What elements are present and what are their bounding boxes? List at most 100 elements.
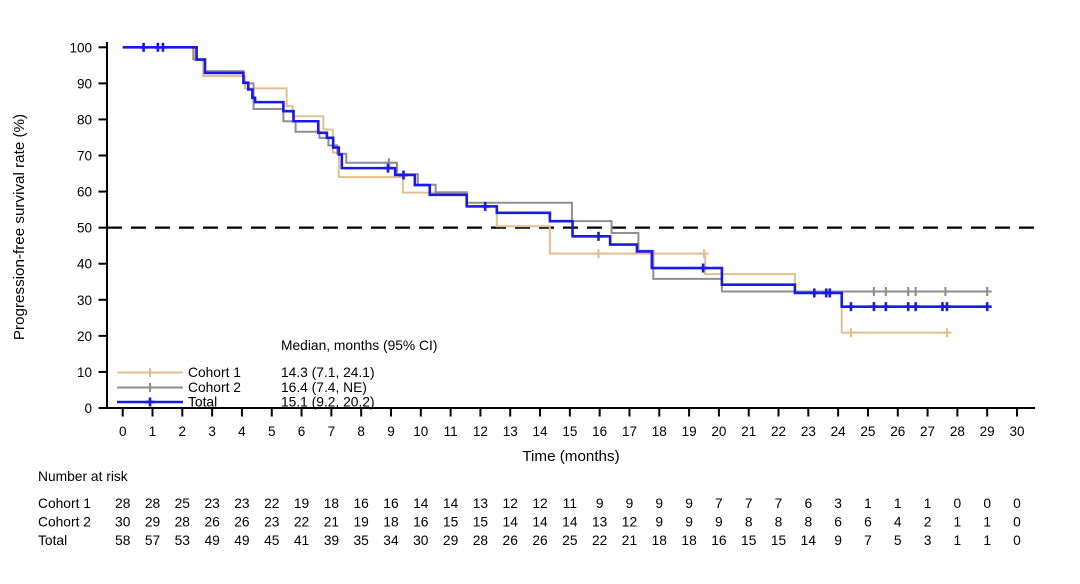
at-risk-count: 9 bbox=[655, 515, 663, 530]
at-risk-count: 7 bbox=[775, 496, 783, 511]
x-tick-label: 10 bbox=[413, 424, 428, 439]
legend-header: Median, months (95% CI) bbox=[281, 338, 437, 353]
at-risk-count: 18 bbox=[383, 515, 399, 530]
at-risk-count: 0 bbox=[954, 496, 962, 511]
at-risk-count: 23 bbox=[264, 515, 280, 530]
at-risk-row-label: Cohort 1 bbox=[38, 496, 91, 511]
x-tick-label: 21 bbox=[741, 424, 756, 439]
series-path-total bbox=[122, 46, 988, 308]
at-risk-count: 1 bbox=[864, 496, 872, 511]
at-risk-count: 9 bbox=[715, 515, 723, 530]
x-tick-label: 12 bbox=[473, 424, 488, 439]
x-tick-label: 0 bbox=[119, 424, 127, 439]
at-risk-count: 35 bbox=[354, 533, 370, 548]
x-tick-label: 23 bbox=[801, 424, 816, 439]
at-risk-count: 1 bbox=[924, 496, 932, 511]
at-risk-count: 7 bbox=[715, 496, 723, 511]
at-risk-count: 13 bbox=[592, 515, 608, 530]
at-risk-count: 29 bbox=[443, 533, 459, 548]
at-risk-count: 8 bbox=[775, 515, 783, 530]
at-risk-count: 1 bbox=[894, 496, 902, 511]
at-risk-count: 34 bbox=[383, 533, 399, 548]
legend-median-value: 16.4 (7.4, NE) bbox=[281, 380, 367, 395]
y-tick-label: 30 bbox=[77, 293, 92, 308]
x-axis-label: Time (months) bbox=[522, 448, 619, 465]
at-risk-count: 16 bbox=[413, 515, 429, 530]
at-risk-count: 18 bbox=[652, 533, 668, 548]
at-risk-count: 7 bbox=[745, 496, 753, 511]
at-risk-count: 39 bbox=[324, 533, 340, 548]
x-tick-label: 4 bbox=[238, 424, 246, 439]
at-risk-count: 3 bbox=[924, 533, 932, 548]
x-tick-label: 3 bbox=[208, 424, 216, 439]
x-tick-label: 16 bbox=[592, 424, 607, 439]
at-risk-count: 5 bbox=[894, 533, 902, 548]
at-risk-count: 22 bbox=[592, 533, 607, 548]
at-risk-count: 21 bbox=[324, 515, 339, 530]
at-risk-count: 16 bbox=[354, 496, 370, 511]
at-risk-count: 28 bbox=[175, 515, 191, 530]
x-tick-label: 5 bbox=[268, 424, 276, 439]
at-risk-count: 1 bbox=[954, 533, 962, 548]
at-risk-count: 19 bbox=[294, 496, 310, 511]
at-risk-count: 22 bbox=[264, 496, 279, 511]
x-tick-label: 27 bbox=[920, 424, 935, 439]
legend-median-value: 14.3 (7.1, 24.1) bbox=[281, 365, 375, 380]
at-risk-count: 6 bbox=[834, 515, 842, 530]
x-tick-label: 14 bbox=[533, 424, 549, 439]
y-axis-label: Progression-free survival rate (%) bbox=[11, 114, 28, 340]
legend-entry-label: Total bbox=[188, 395, 217, 410]
series-path-cohort-1 bbox=[122, 46, 947, 334]
at-risk-count: 0 bbox=[1013, 515, 1021, 530]
at-risk-count: 15 bbox=[443, 515, 459, 530]
at-risk-count: 26 bbox=[532, 533, 548, 548]
at-risk-count: 22 bbox=[294, 515, 309, 530]
x-tick-label: 6 bbox=[298, 424, 306, 439]
at-risk-count: 9 bbox=[596, 496, 604, 511]
at-risk-count: 3 bbox=[834, 496, 842, 511]
at-risk-count: 41 bbox=[294, 533, 309, 548]
at-risk-count: 14 bbox=[503, 515, 519, 530]
y-tick-label: 20 bbox=[77, 329, 92, 344]
at-risk-count: 15 bbox=[771, 533, 787, 548]
at-risk-count: 0 bbox=[1013, 496, 1021, 511]
at-risk-count: 9 bbox=[626, 496, 634, 511]
x-tick-label: 18 bbox=[652, 424, 667, 439]
x-tick-label: 13 bbox=[503, 424, 518, 439]
at-risk-count: 18 bbox=[681, 533, 697, 548]
at-risk-count: 12 bbox=[622, 515, 637, 530]
at-risk-count: 30 bbox=[115, 515, 131, 530]
series-path-cohort-2 bbox=[122, 46, 988, 293]
at-risk-count: 12 bbox=[503, 496, 518, 511]
y-tick-label: 90 bbox=[77, 76, 92, 91]
at-risk-count: 7 bbox=[864, 533, 872, 548]
x-tick-label: 15 bbox=[562, 424, 577, 439]
at-risk-count: 14 bbox=[562, 515, 578, 530]
at-risk-count: 1 bbox=[954, 515, 962, 530]
at-risk-count: 2 bbox=[924, 515, 932, 530]
y-tick-label: 70 bbox=[77, 149, 92, 164]
y-tick-label: 80 bbox=[77, 112, 92, 127]
at-risk-count: 30 bbox=[413, 533, 429, 548]
x-tick-label: 2 bbox=[179, 424, 187, 439]
at-risk-count: 1 bbox=[983, 533, 991, 548]
at-risk-count: 26 bbox=[234, 515, 250, 530]
x-tick-label: 8 bbox=[357, 424, 365, 439]
x-tick-label: 1 bbox=[149, 424, 157, 439]
at-risk-count: 28 bbox=[115, 496, 131, 511]
at-risk-count: 9 bbox=[685, 515, 693, 530]
at-risk-count: 26 bbox=[204, 515, 220, 530]
at-risk-count: 6 bbox=[864, 515, 872, 530]
at-risk-count: 19 bbox=[354, 515, 370, 530]
x-tick-label: 17 bbox=[622, 424, 637, 439]
at-risk-count: 28 bbox=[473, 533, 489, 548]
at-risk-count: 49 bbox=[204, 533, 220, 548]
at-risk-count: 14 bbox=[801, 533, 817, 548]
x-tick-label: 22 bbox=[771, 424, 786, 439]
at-risk-count: 57 bbox=[145, 533, 160, 548]
x-tick-label: 7 bbox=[328, 424, 336, 439]
at-risk-count: 14 bbox=[443, 496, 459, 511]
at-risk-count: 14 bbox=[532, 515, 548, 530]
